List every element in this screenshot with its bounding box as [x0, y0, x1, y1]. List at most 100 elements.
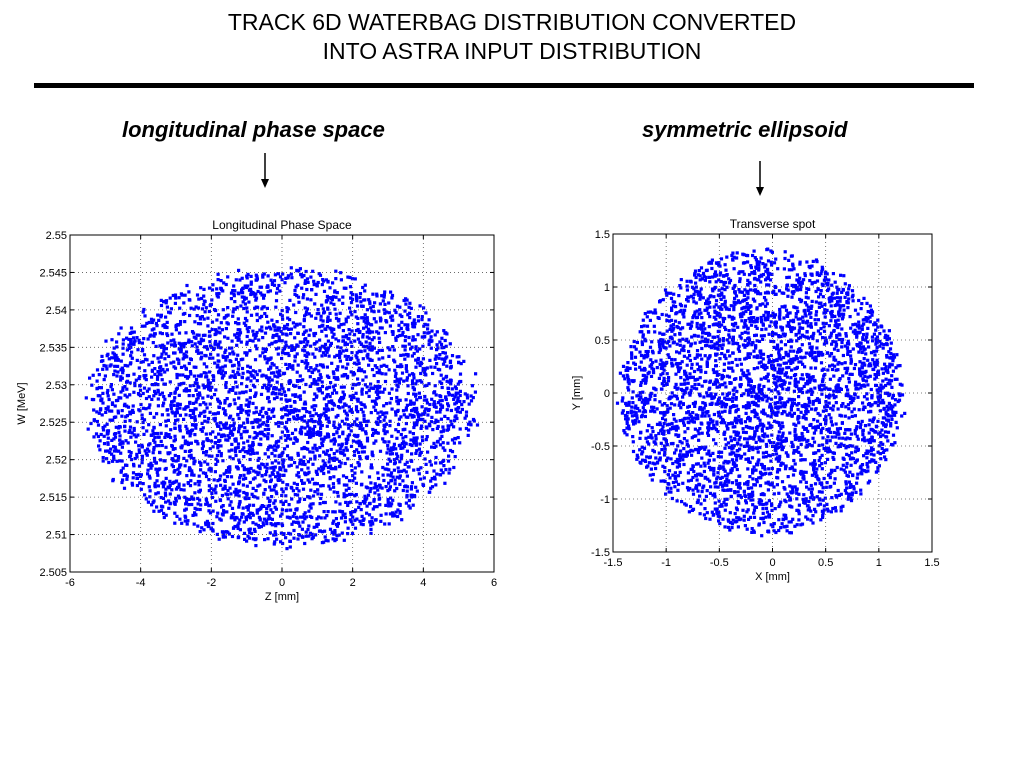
scatter-point — [285, 508, 289, 512]
scatter-point — [249, 292, 253, 297]
scatter-point — [735, 467, 739, 472]
scatter-point — [317, 414, 321, 418]
scatter-point — [360, 392, 364, 396]
scatter-point — [208, 432, 212, 436]
scatter-point — [264, 347, 268, 351]
scatter-point — [385, 411, 389, 415]
scatter-point — [293, 346, 297, 350]
scatter-point — [284, 494, 288, 498]
scatter-point — [108, 409, 112, 413]
scatter-point — [365, 496, 369, 500]
scatter-point — [433, 475, 437, 479]
scatter-point — [370, 309, 374, 313]
scatter-point — [249, 290, 253, 294]
scatter-point — [303, 314, 307, 318]
scatter-point — [295, 268, 299, 272]
scatter-point — [377, 390, 382, 394]
scatter-point — [319, 484, 323, 488]
scatter-point — [154, 461, 158, 465]
scatter-point — [316, 492, 320, 496]
scatter-point — [473, 390, 477, 394]
scatter-point — [703, 447, 707, 451]
scatter-point — [820, 509, 824, 513]
scatter-series — [615, 247, 907, 538]
scatter-point — [232, 292, 236, 296]
scatter-point — [167, 433, 171, 437]
scatter-point — [278, 369, 282, 373]
scatter-point — [95, 379, 99, 383]
scatter-point — [321, 279, 326, 283]
scatter-point — [266, 424, 270, 428]
scatter-point — [417, 415, 421, 419]
scatter-point — [766, 317, 770, 322]
scatter-point — [167, 506, 171, 510]
scatter-point — [359, 522, 363, 526]
scatter-point — [169, 307, 173, 311]
scatter-point — [740, 331, 744, 335]
scatter-point — [320, 303, 324, 307]
scatter-point — [399, 377, 403, 381]
scatter-point — [218, 366, 222, 370]
scatter-point — [112, 437, 116, 441]
scatter-point — [791, 264, 795, 268]
scatter-point — [125, 374, 129, 378]
scatter-point — [109, 447, 113, 451]
scatter-point — [414, 394, 418, 398]
scatter-point — [302, 340, 306, 344]
scatter-point — [770, 363, 774, 367]
scatter-point — [333, 307, 337, 311]
scatter-point — [229, 414, 233, 418]
scatter-point — [409, 458, 413, 463]
scatter-point — [344, 403, 348, 407]
scatter-point — [876, 325, 880, 329]
scatter-point — [207, 387, 211, 391]
scatter-point — [326, 539, 330, 543]
scatter-point — [365, 511, 369, 515]
scatter-point — [349, 310, 353, 314]
scatter-point — [289, 332, 293, 336]
scatter-point — [139, 487, 143, 491]
scatter-point — [358, 426, 362, 430]
scatter-point — [415, 411, 419, 415]
scatter-point — [454, 407, 458, 411]
scatter-point — [254, 334, 258, 338]
scatter-point — [870, 446, 874, 450]
scatter-point — [348, 357, 353, 361]
scatter-point — [198, 393, 202, 397]
scatter-point — [192, 365, 196, 369]
scatter-point — [255, 275, 259, 279]
scatter-point — [233, 402, 237, 406]
scatter-point — [118, 438, 122, 442]
scatter-point — [141, 360, 145, 364]
scatter-point — [387, 468, 391, 472]
scatter-point — [835, 432, 839, 436]
scatter-point — [312, 378, 316, 382]
scatter-point — [303, 306, 307, 310]
scatter-point — [173, 414, 177, 418]
scatter-point — [244, 409, 248, 414]
scatter-point — [441, 471, 445, 475]
scatter-point — [369, 481, 373, 485]
scatter-point — [757, 435, 761, 439]
scatter-point — [346, 503, 350, 507]
scatter-point — [264, 511, 269, 515]
scatter-point — [277, 373, 281, 377]
scatter-point — [335, 291, 339, 295]
scatter-point — [269, 384, 273, 388]
scatter-point — [227, 436, 231, 440]
scatter-point — [767, 467, 771, 471]
scatter-point — [293, 493, 297, 497]
scatter-point — [313, 355, 317, 359]
scatter-point — [183, 442, 187, 446]
scatter-point — [180, 444, 184, 448]
scatter-point — [676, 326, 680, 330]
scatter-point — [309, 506, 313, 510]
scatter-point — [397, 417, 401, 421]
scatter-point — [96, 394, 100, 398]
scatter-point — [697, 438, 701, 442]
scatter-point — [686, 381, 690, 385]
scatter-point — [266, 437, 270, 441]
scatter-point — [125, 477, 129, 481]
scatter-point — [141, 426, 145, 430]
scatter-point — [260, 329, 264, 333]
